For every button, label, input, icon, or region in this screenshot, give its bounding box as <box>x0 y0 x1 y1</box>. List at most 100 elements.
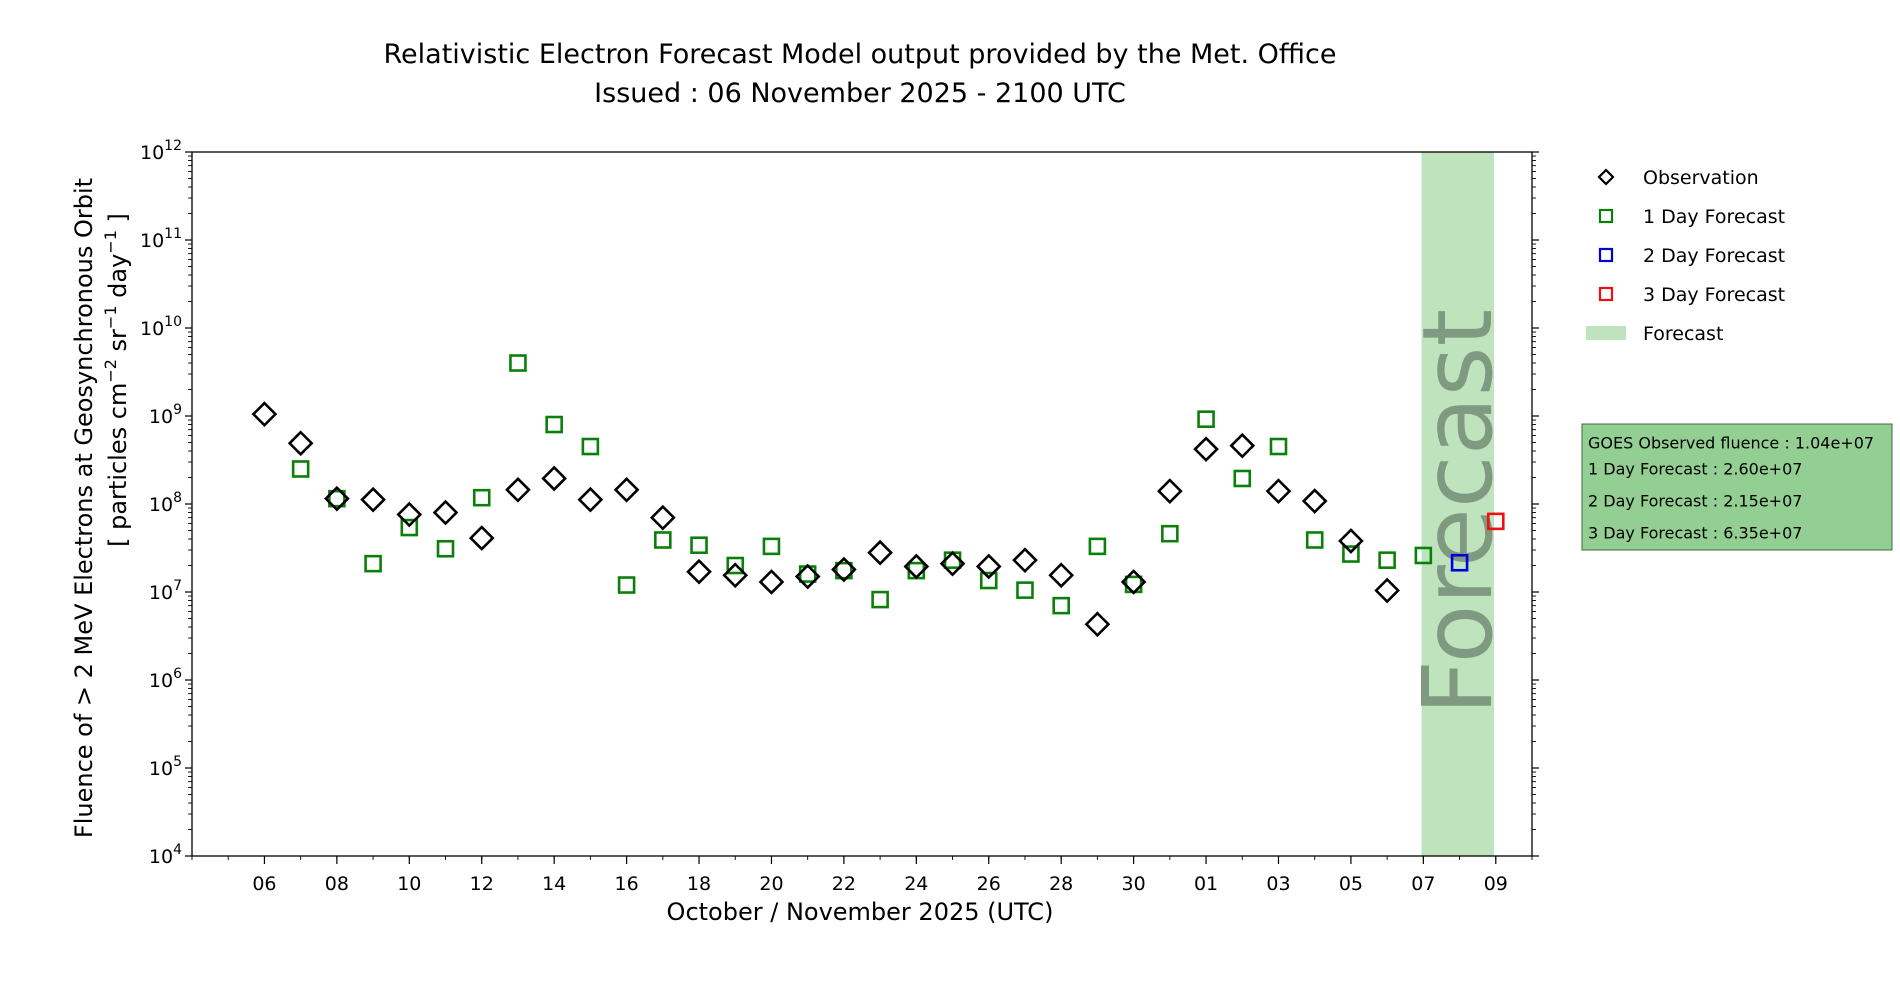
1-day-forecast-point <box>1016 581 1034 599</box>
x-tick-label: 05 <box>1339 873 1363 895</box>
y-unit-exponent: −1 <box>101 230 120 254</box>
x-tick-label: 01 <box>1194 873 1218 895</box>
y-unit-text: day <box>104 254 132 306</box>
y-unit-text: [ particles cm <box>104 383 132 547</box>
y-tick-label: 105 <box>149 754 182 780</box>
1-day-forecast-point <box>509 354 527 372</box>
x-tick-label: 09 <box>1484 873 1508 895</box>
info-box-background <box>1581 423 1893 551</box>
y-tick-label: 1010 <box>140 314 182 340</box>
y-tick-label: 108 <box>149 490 182 516</box>
1-day-forecast-point <box>798 565 817 583</box>
y-axis-label-line2: [ particles cm−2 sr−1 day−1 ] <box>101 213 132 547</box>
x-axis-label: October / November 2025 (UTC) <box>667 898 1054 926</box>
observation-point <box>1301 488 1328 514</box>
x-tick-label: 08 <box>325 873 349 895</box>
y-tick-exponent: 5 <box>173 754 182 770</box>
1-day-forecast-point <box>762 537 781 556</box>
forecast-watermark: Forecast <box>1402 309 1514 715</box>
observation-point <box>1012 547 1038 574</box>
legend-marker-3-day-forecast <box>1598 286 1614 302</box>
y-tick-label: 1011 <box>140 226 182 252</box>
y-unit-text: ] <box>104 213 132 230</box>
info-box: GOES Observed fluence : 1.04e+07 1 Day F… <box>1581 423 1893 551</box>
1-day-forecast-point <box>1052 596 1070 615</box>
legend-marker-observation <box>1597 168 1615 186</box>
1-day-forecast-point <box>291 460 310 478</box>
legend-swatch-forecast <box>1586 326 1626 340</box>
observation-point <box>1156 478 1183 504</box>
1-day-forecast-point <box>617 576 636 594</box>
y-tick-base: 10 <box>149 582 173 604</box>
y-tick-label: 104 <box>149 842 182 868</box>
y-tick-base: 10 <box>149 406 173 428</box>
x-tick-label: 12 <box>470 873 494 895</box>
observation-point <box>1048 562 1075 589</box>
legend: Observation 1 Day Forecast 2 Day Forecast 3… <box>1586 167 1785 345</box>
1-day-forecast-point <box>436 539 455 558</box>
info-line-3day: 3 Day Forecast : 6.35e+07 <box>1588 524 1802 543</box>
y-tick-exponent: 9 <box>173 402 182 418</box>
forecast-region <box>1421 152 1494 856</box>
chart-title: Relativistic Electron Forecast Model out… <box>384 39 1337 70</box>
y-tick-exponent: 6 <box>173 666 182 682</box>
legend-label: 2 Day Forecast <box>1643 245 1785 267</box>
x-tick-label: 07 <box>1411 873 1435 895</box>
chart-subtitle: Issued : 06 November 2025 - 2100 UTC <box>594 78 1126 109</box>
x-tick-label: 03 <box>1266 873 1290 895</box>
1-day-forecast-point <box>1233 469 1252 488</box>
1-day-forecast-point <box>364 554 382 573</box>
observation-point <box>396 501 423 528</box>
1-day-forecast-point <box>1378 551 1396 569</box>
x-tick-label: 14 <box>542 873 566 895</box>
1-day-forecast-point <box>690 536 708 555</box>
observation-point <box>649 504 676 531</box>
observation-point <box>903 553 930 580</box>
observation-point <box>1374 577 1400 604</box>
info-line-observed: GOES Observed fluence : 1.04e+07 <box>1588 434 1874 453</box>
legend-label: 1 Day Forecast <box>1643 206 1785 228</box>
y-tick-exponent: 7 <box>173 578 182 594</box>
1-day-forecast-point <box>726 556 745 575</box>
1-day-forecast-point <box>545 415 563 434</box>
1-day-forecast-point <box>654 531 672 549</box>
plot-area-frame <box>191 151 1533 857</box>
y-tick-base: 10 <box>140 142 164 164</box>
y-tick-exponent: 8 <box>173 490 182 506</box>
y-tick-label: 1012 <box>140 138 182 164</box>
1-day-forecast-point <box>835 561 853 580</box>
x-tick-label: 26 <box>977 873 1001 895</box>
observation-point <box>722 562 749 589</box>
x-tick-label: 06 <box>252 873 276 895</box>
observation-point <box>867 539 893 566</box>
x-tick-label: 16 <box>615 873 639 895</box>
y-tick-base: 10 <box>149 846 173 868</box>
1-day-forecast-point <box>871 590 889 609</box>
y-tick-exponent: 11 <box>164 226 182 242</box>
observation-point <box>1120 569 1147 595</box>
1-day-forecast-point <box>1088 537 1107 556</box>
y-tick-label: 107 <box>149 578 182 604</box>
1-day-forecast-point <box>1269 437 1288 456</box>
x-tick-label: 30 <box>1122 873 1146 895</box>
1-day-forecast-point <box>1414 546 1433 565</box>
observation-point <box>251 401 278 427</box>
y-unit-text: sr <box>104 329 132 359</box>
legend-marker-1-day-forecast <box>1598 208 1614 224</box>
x-tick-label: 24 <box>904 873 928 895</box>
1-day-forecast-point <box>943 551 962 569</box>
observation-point <box>1084 611 1111 638</box>
x-axis: 06 08 10 12 14 16 18 20 22 24 26 28 30 01 03 05 07 09 <box>191 856 1533 895</box>
observation-point <box>1193 436 1219 462</box>
x-tick-label: 22 <box>832 873 856 895</box>
1-day-forecast-point <box>581 437 600 456</box>
observation-point <box>1229 432 1256 459</box>
observation-point <box>324 485 350 512</box>
1-day-forecast-point <box>1305 531 1324 549</box>
y-unit-exponent: −2 <box>101 359 120 383</box>
observation-point <box>1338 528 1364 554</box>
observation-point <box>794 563 821 590</box>
observation-point <box>1265 478 1292 504</box>
